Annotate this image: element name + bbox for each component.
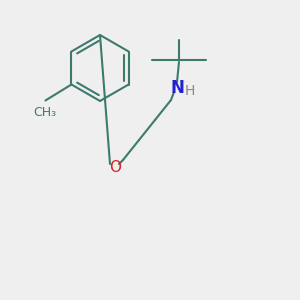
Text: N: N xyxy=(170,79,184,97)
Text: O: O xyxy=(109,160,121,175)
Text: CH₃: CH₃ xyxy=(33,106,56,119)
Text: H: H xyxy=(185,84,195,98)
